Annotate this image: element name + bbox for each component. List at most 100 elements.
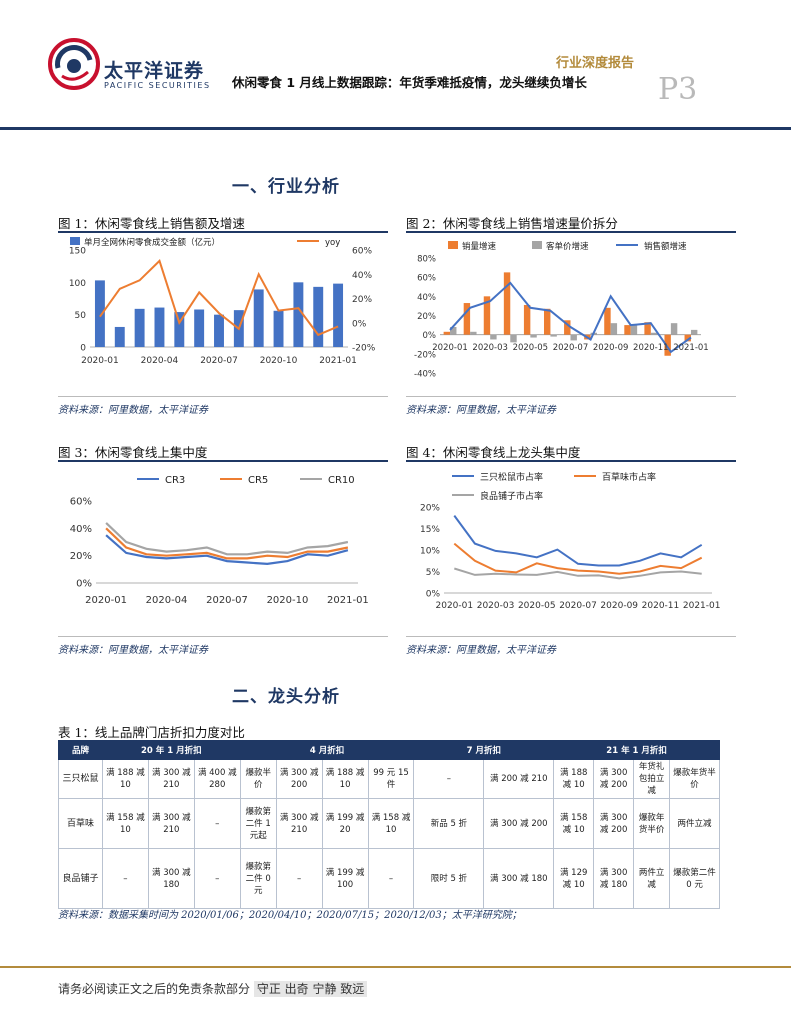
table-cell: 满 200 减 210: [483, 759, 555, 799]
table-cell: 满 188 减 10: [101, 759, 149, 799]
x-tick-label: 2020-01: [85, 595, 127, 606]
table-cell: 满 188 减 10: [321, 759, 369, 799]
x-tick-label: 2020-03: [477, 601, 515, 611]
table-cell: 满 199 减 20: [321, 798, 369, 849]
fig3-chart: 0% 20% 40% 60% 2020-01 2020-04 2020-07 2020-10 2…: [70, 475, 369, 606]
table-cell: –: [193, 848, 241, 909]
table-cell: 限时 5 折: [413, 848, 485, 909]
series-line-CR5: [105, 527, 349, 560]
bar-单月全网休闲零食成交金额（亿元）: [273, 310, 284, 347]
x-tick-label: 2020-05: [513, 343, 549, 353]
table-cell: 满 400 减 280: [193, 759, 241, 799]
report-type: 行业深度报告: [556, 56, 635, 71]
table-cell: 满 300 减 180: [483, 848, 555, 909]
table1-source: 资料来源：数据采集时间为 2020/01/06；2020/04/10；2020/…: [58, 910, 522, 921]
table-cell: 满 300 减 200: [593, 759, 635, 799]
fig4-title: 图 4：休闲零食线上龙头集中度: [406, 445, 581, 460]
legend-label: CR10: [328, 475, 355, 486]
company-motto: 守正 出奇 宁静 致远: [253, 981, 368, 997]
company-logo-icon: [48, 38, 100, 90]
x-tick-label: 2020-01: [81, 356, 119, 366]
x-tick-label: 2020-07: [200, 356, 238, 366]
table-header-jan20: 20 年 1 月折扣: [101, 740, 241, 760]
legend-label: 良品铺子市占率: [480, 490, 543, 502]
table-cell-brand: 三只松鼠: [58, 759, 103, 799]
bar-客单价增速: [550, 334, 557, 337]
y-tick-label: 15%: [420, 525, 440, 535]
fig4-chart: 0%5%10%15%20%2020-01 2020-03 2020-05 2020-0…: [420, 471, 721, 611]
table-cell: 满 199 减 100: [321, 848, 369, 909]
fig3-source: 资料来源：阿里数据，太平洋证券: [58, 645, 208, 656]
x-tick-label: 2020-10: [267, 595, 309, 606]
legend-label: 三只松鼠市占率: [480, 471, 543, 483]
bar-单月全网休闲零食成交金额（亿元）: [154, 307, 165, 347]
y-tick-label: 0%: [426, 590, 441, 600]
bar-单月全网休闲零食成交金额（亿元）: [293, 282, 304, 347]
table-cell: 满 300 减 180: [593, 848, 635, 909]
table-cell: 年货礼包拍立减: [633, 759, 671, 799]
bar-销量增速: [684, 334, 691, 342]
section-title-industry: 一、行业分析: [232, 177, 340, 197]
table-cell: –: [275, 848, 323, 909]
bar-销量增速: [463, 303, 471, 335]
bar-客单价增速: [690, 329, 698, 335]
table-cell-brand: 百草味: [58, 798, 103, 849]
table-cell: 新品 5 折: [413, 798, 485, 849]
bar-客单价增速: [610, 323, 618, 335]
table-cell: 99 元 15 件: [367, 759, 415, 799]
y-tick-label: 40%: [417, 293, 436, 303]
legend-label: CR3: [165, 475, 185, 486]
x-tick-label: 2020-07: [559, 601, 597, 611]
table-cell: 两件立减: [669, 798, 720, 849]
table-header-row: 品牌 20 年 1 月折扣 4 月折扣 7 月折扣 21 年 1 月折扣: [58, 740, 720, 760]
fig3-rule: [58, 460, 388, 462]
x-tick-label: 2020-11: [642, 601, 680, 611]
bar-销量增速: [543, 308, 551, 335]
x-tick-label: 2020-04: [146, 595, 188, 606]
report-title: 休闲零食 1 月线上数据跟踪：年货季难抵疫情，龙头继续负增长: [232, 75, 587, 90]
table1-title: 表 1：线上品牌门店折扣力度对比: [58, 725, 245, 740]
table-cell: 爆款第二件 0 元: [669, 848, 720, 909]
table-header-jan21: 21 年 1 月折扣: [553, 740, 720, 760]
bar-客单价增速: [450, 327, 457, 335]
legend-swatch: [448, 241, 458, 249]
y-tick-label: 20%: [70, 551, 92, 562]
fig1-source-rule: [58, 396, 388, 397]
legend-label: 客单价增速: [546, 241, 589, 252]
x-tick-label: 2020-04: [141, 356, 179, 366]
table-cell: 满 300 减 180: [147, 848, 195, 909]
x-tick-label: 2020-07: [206, 595, 248, 606]
y-right-tick-label: 60%: [352, 247, 372, 257]
page-number: P3: [658, 72, 698, 107]
bar-客单价增速: [510, 334, 517, 343]
y-tick-label: -20%: [414, 350, 436, 360]
bar-销量增速: [503, 272, 511, 335]
table-cell: 满 158 减 10: [101, 798, 149, 849]
y-tick-label: 60%: [70, 497, 92, 508]
table-cell: 爆款年货半价: [669, 759, 720, 799]
y-tick-label: 20%: [420, 504, 440, 514]
y-right-tick-label: 0%: [352, 319, 367, 329]
bar-客单价增速: [570, 334, 577, 341]
bar-销量增速: [443, 331, 451, 335]
bar-销量增速: [483, 296, 491, 335]
y-tick-label: 0%: [76, 579, 92, 590]
fig1-source: 资料来源：阿里数据，太平洋证券: [58, 405, 208, 416]
table-row: 良品铺子 – 满 300 减 180– 爆款第二件 0 元 – 满 199 减 100– 限…: [58, 848, 720, 909]
table-cell: 满 300 减 200: [593, 798, 635, 849]
bar-单月全网休闲零食成交金额（亿元）: [134, 308, 145, 347]
fig4-rule: [406, 460, 736, 462]
x-tick-label: 2021-01: [683, 601, 721, 611]
table-cell: 爆款半价: [239, 759, 277, 799]
bar-单月全网休闲零食成交金额（亿元）: [174, 312, 185, 347]
bar-销量增速: [604, 307, 611, 335]
table-row: 三只松鼠满 188 减 10 满 300 减 210 满 400 减 280 爆款半价…: [58, 759, 720, 799]
table-cell: 满 188 减 10: [553, 759, 595, 799]
bar-单月全网休闲零食成交金额（亿元）: [194, 309, 205, 347]
bar-客单价增速: [650, 332, 658, 335]
table-cell: 爆款第二件 0 元: [239, 848, 277, 909]
fig3-title: 图 3：休闲零食线上集中度: [58, 445, 208, 460]
series-line-CR3: [105, 534, 349, 566]
footer-rule: [0, 966, 791, 968]
table-cell: 满 300 减 200: [483, 798, 555, 849]
